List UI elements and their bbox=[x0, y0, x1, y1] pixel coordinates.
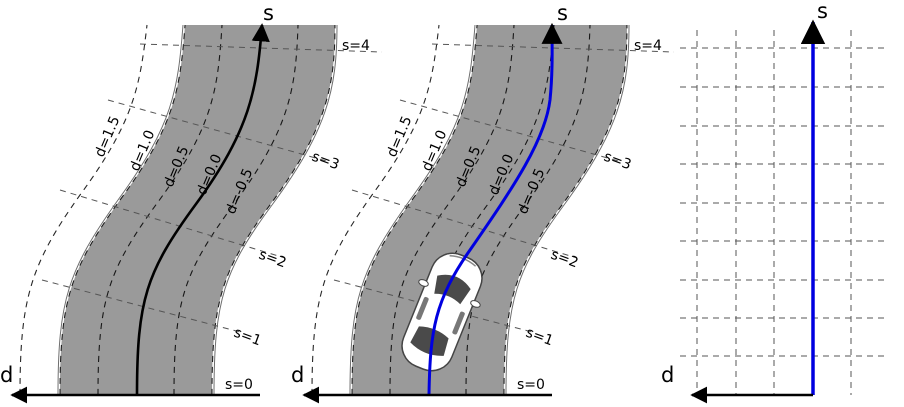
lane-d15 bbox=[19, 24, 148, 396]
planned-path bbox=[427, 22, 563, 396]
lane-d10 bbox=[59, 24, 186, 396]
lane-dm10 bbox=[503, 24, 628, 396]
s-label-3: s=3 bbox=[602, 149, 634, 174]
panel-frenet-frame: s d bbox=[661, 0, 888, 404]
s-line-3 bbox=[399, 99, 623, 163]
d-label-1.5: d=1.5 bbox=[384, 114, 415, 160]
car-icon bbox=[401, 252, 483, 372]
s-line-1 bbox=[41, 279, 241, 333]
s-line-3 bbox=[107, 99, 331, 163]
frenet-grid bbox=[680, 30, 888, 395]
road-edge-left bbox=[57, 24, 184, 396]
lane-d05 bbox=[389, 24, 515, 396]
s-axis-label: s bbox=[557, 1, 568, 25]
road-edge-right bbox=[213, 24, 338, 396]
d-axis-label: d bbox=[661, 363, 674, 387]
road-edge-right bbox=[505, 24, 630, 396]
d-axis-label: d bbox=[291, 363, 304, 387]
lane-d05 bbox=[97, 24, 223, 396]
lane-d00 bbox=[428, 24, 555, 396]
s-axis-label: s bbox=[817, 0, 828, 23]
lane-dm05 bbox=[173, 24, 299, 396]
s-label-2: s=2 bbox=[257, 247, 289, 272]
s-label-1: s=1 bbox=[232, 325, 264, 350]
s-label-4: s=4 bbox=[342, 38, 370, 54]
s-label-1: s=1 bbox=[524, 325, 556, 350]
s-axis-label: s bbox=[263, 1, 274, 25]
panel-road-reference: s d s=0 s=1 s=2 s=3 s=4 d=1.5 d=1.0 d=0.… bbox=[0, 1, 383, 404]
lane-d10 bbox=[351, 24, 478, 396]
d-axis-label: d bbox=[0, 363, 13, 387]
s-label-3: s=3 bbox=[310, 149, 342, 174]
s-label-2: s=2 bbox=[549, 247, 581, 272]
s-label-0: s=0 bbox=[517, 377, 545, 393]
d-label-1.5: d=1.5 bbox=[92, 114, 123, 160]
lane-dm05 bbox=[465, 24, 591, 396]
s-label-4: s=4 bbox=[634, 38, 662, 54]
road-edge-left bbox=[349, 24, 476, 396]
lane-d15 bbox=[311, 24, 440, 396]
reference-line bbox=[135, 23, 270, 396]
panel-road-vehicle: s d s=0 s=1 s=2 s=3 s=4 d=1.5 d=1.0 d=0.… bbox=[291, 1, 675, 404]
lane-dm10 bbox=[211, 24, 336, 396]
s-label-0: s=0 bbox=[225, 377, 253, 393]
